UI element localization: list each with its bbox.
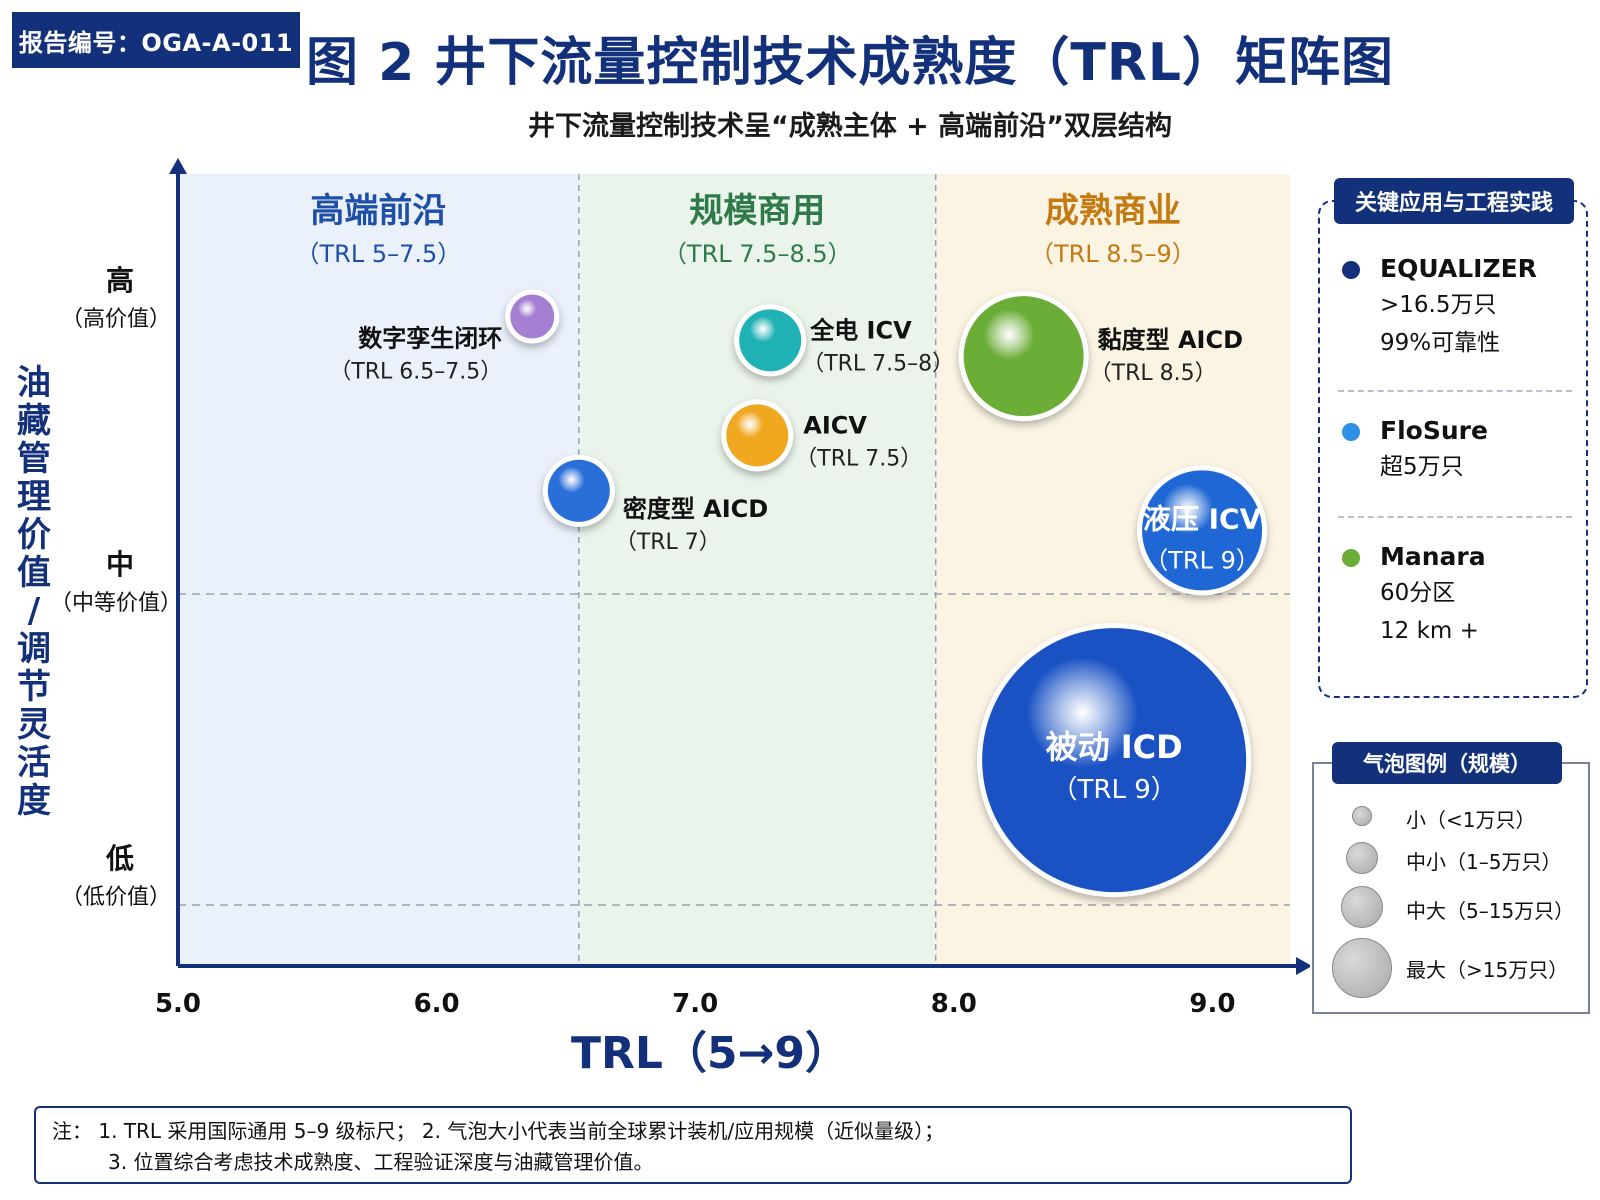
app-detail: 12 km + bbox=[1380, 618, 1479, 644]
legend-label: 中大（5–15万只） bbox=[1406, 899, 1575, 923]
x-tick-label: 5.0 bbox=[155, 989, 201, 1019]
bubble-size-legend: 气泡图例（规模） 小（<1万只） 中小（1–5万只） 中大（5–15万只） 最大… bbox=[1312, 742, 1590, 1014]
zone-title: 成熟商业 bbox=[1045, 191, 1181, 231]
bubble-5 bbox=[963, 296, 1084, 417]
app-detail: >16.5万只 bbox=[1380, 292, 1497, 318]
bubble-trl-label: （TRL 7.5） bbox=[795, 446, 922, 471]
app-item-equalizer: EQUALIZER >16.5万只 99%可靠性 bbox=[1342, 252, 1572, 362]
footnote: 注： 1. TRL 采用国际通用 5–9 级标尺； 2. 气泡大小代表当前全球累… bbox=[34, 1106, 1352, 1184]
app-detail: 超5万只 bbox=[1380, 454, 1464, 480]
x-tick-label: 7.0 bbox=[672, 989, 718, 1019]
zone-1 bbox=[578, 174, 936, 966]
app-item-flosure: FloSure 超5万只 bbox=[1342, 414, 1572, 486]
bubble-6 bbox=[1142, 470, 1263, 591]
largest-bubble-icon bbox=[1332, 938, 1392, 998]
equalizer-dot-icon bbox=[1342, 261, 1360, 279]
bubble-7 bbox=[982, 628, 1247, 893]
x-tick-label: 9.0 bbox=[1189, 989, 1235, 1019]
bubble-2 bbox=[739, 309, 802, 372]
app-name: Manara bbox=[1380, 542, 1486, 571]
page-title: 图 2 井下流量控制技术成熟度（TRL）矩阵图 bbox=[305, 33, 1395, 93]
key-applications-title: 关键应用与工程实践 bbox=[1334, 178, 1574, 224]
bubble-1 bbox=[510, 294, 555, 339]
app-name: EQUALIZER bbox=[1380, 254, 1537, 283]
divider bbox=[1338, 390, 1572, 392]
bubble-label: AICV bbox=[803, 411, 867, 439]
flosure-dot-icon bbox=[1342, 423, 1360, 441]
bubble-label: 液压 ICV bbox=[1143, 502, 1262, 535]
zone-title: 规模商用 bbox=[689, 191, 825, 231]
y-level-sublabel: （中等价值） bbox=[50, 591, 182, 616]
y-level-label: 中 bbox=[106, 548, 134, 581]
y-level-sublabel: （高价值） bbox=[61, 307, 171, 332]
bubble-trl-label: （TRL 8.5） bbox=[1090, 361, 1217, 386]
zone-range: （TRL 7.5–8.5） bbox=[663, 240, 852, 268]
footnote-line-1: 注： 1. TRL 采用国际通用 5–9 级标尺； 2. 气泡大小代表当前全球累… bbox=[52, 1119, 945, 1143]
key-applications-panel: 关键应用与工程实践 EQUALIZER >16.5万只 99%可靠性 FloSu… bbox=[1318, 178, 1588, 698]
manara-dot-icon bbox=[1342, 549, 1360, 567]
app-item-manara: Manara 60分区 12 km + bbox=[1342, 540, 1572, 650]
bubble-trl-label: （TRL 7） bbox=[615, 530, 721, 555]
bubble-trl-label: （TRL 7.5–8） bbox=[802, 351, 954, 376]
y-level-label: 低 bbox=[105, 842, 134, 875]
bubble-label: 黏度型 AICD bbox=[1098, 326, 1243, 354]
app-detail: 60分区 bbox=[1380, 580, 1456, 606]
legend-label: 中小（1–5万只） bbox=[1406, 850, 1562, 874]
trl-matrix-chart: 高端前沿 （TRL 5–7.5） 规模商用 （TRL 7.5–8.5） 成熟商业 （TRL… bbox=[17, 158, 1310, 1079]
legend-label: 小（<1万只） bbox=[1406, 808, 1536, 832]
bubble-trl-label: （TRL 6.5–7.5） bbox=[329, 360, 502, 385]
bubble-3 bbox=[726, 404, 789, 467]
medium-large-bubble-icon bbox=[1341, 886, 1383, 928]
zone-range: （TRL 5–7.5） bbox=[296, 240, 462, 268]
bubble-label: 数字孪生闭环 bbox=[358, 325, 502, 353]
bubble-label: 被动 ICD bbox=[1046, 728, 1183, 766]
bubble-trl-label: （TRL 9） bbox=[1144, 546, 1260, 574]
footnote-line-2: 3. 位置综合考虑技术成熟度、工程验证深度与油藏管理价值。 bbox=[108, 1150, 654, 1174]
zone-0 bbox=[178, 174, 579, 966]
x-tick-label: 8.0 bbox=[931, 989, 977, 1019]
bubble-4 bbox=[547, 459, 610, 522]
page-subtitle: 井下流量控制技术呈“成熟主体 + 高端前沿”双层结构 bbox=[528, 111, 1172, 142]
y-level-sublabel: （低价值） bbox=[61, 885, 171, 910]
bubble-label: 全电 ICV bbox=[809, 316, 912, 344]
bubble-legend-title: 气泡图例（规模） bbox=[1332, 742, 1562, 784]
divider bbox=[1338, 516, 1572, 518]
small-medium-bubble-icon bbox=[1346, 842, 1378, 874]
y-axis-label: 油藏管理价值/调节灵活度 bbox=[17, 363, 51, 821]
x-tick-label: 6.0 bbox=[414, 989, 460, 1019]
legend-label: 最大（>15万只） bbox=[1406, 958, 1569, 982]
y-level-label: 高 bbox=[106, 264, 134, 297]
x-axis-arrow-icon bbox=[1296, 957, 1310, 975]
y-axis-arrow-icon bbox=[169, 158, 187, 174]
bubble-trl-label: （TRL 9） bbox=[1052, 775, 1177, 805]
bubble-label: 密度型 AICD bbox=[623, 495, 768, 523]
app-detail: 99%可靠性 bbox=[1380, 330, 1501, 356]
report-id-badge: 报告编号：OGA-A-011 bbox=[12, 12, 300, 68]
x-axis-label: TRL（5→9） bbox=[571, 1028, 849, 1079]
zone-range: （TRL 8.5–9） bbox=[1030, 240, 1196, 268]
app-name: FloSure bbox=[1380, 416, 1488, 445]
small-bubble-icon bbox=[1352, 806, 1372, 826]
zone-title: 高端前沿 bbox=[310, 191, 446, 231]
